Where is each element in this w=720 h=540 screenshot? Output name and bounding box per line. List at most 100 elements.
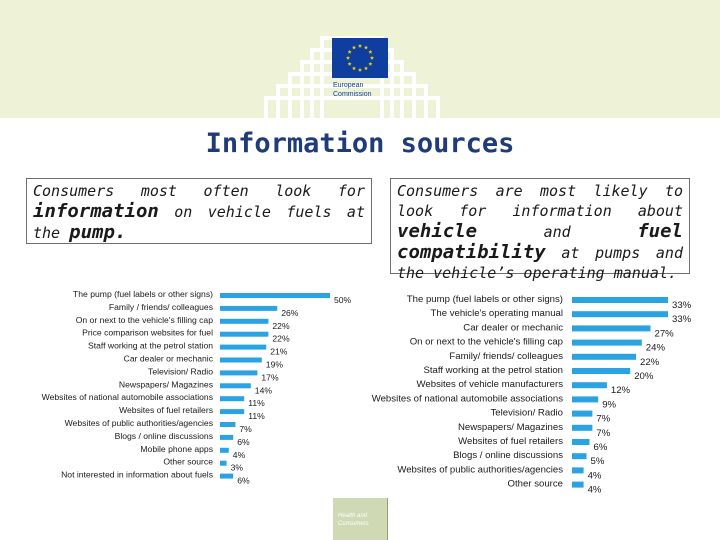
category-label: Staff working at the petrol station xyxy=(88,341,213,351)
logo-text-line-1: European xyxy=(333,82,364,89)
caption-right-bold-1: vehicle xyxy=(397,220,478,242)
caption-left-text-2: on vehicle fuels at the xyxy=(33,203,365,242)
category-label: Car dealer or mechanic xyxy=(463,322,563,333)
bar xyxy=(572,439,590,445)
value-label: 11% xyxy=(248,398,265,408)
category-label: Mobile phone apps xyxy=(140,444,213,454)
value-label: 7% xyxy=(596,428,610,439)
bar xyxy=(572,453,587,460)
bar xyxy=(572,481,584,488)
eu-star xyxy=(363,45,369,50)
eu-star xyxy=(351,66,357,71)
bar xyxy=(220,293,330,298)
category-label: Not interested in information about fuel… xyxy=(61,470,213,480)
bar xyxy=(220,305,278,311)
bar xyxy=(220,370,258,376)
value-label: 12% xyxy=(611,385,631,396)
bar xyxy=(220,422,236,427)
bar xyxy=(220,396,245,402)
bar xyxy=(220,434,234,440)
value-label: 11% xyxy=(248,411,265,421)
caption-right-text-1: Consumers are most likely to look for in… xyxy=(397,182,683,220)
value-label: 22% xyxy=(272,334,290,344)
value-label: 6% xyxy=(237,437,250,447)
value-label: 24% xyxy=(646,343,666,354)
eu-star xyxy=(347,49,352,54)
category-label: Other source xyxy=(508,479,563,490)
category-label: On or next to the vehicle's filling cap xyxy=(76,315,214,325)
eu-star xyxy=(347,61,352,66)
caption-left-bold: information xyxy=(33,200,159,222)
value-label: 22% xyxy=(272,321,290,331)
footer-divider xyxy=(387,498,388,540)
category-label: Websites of fuel retailers xyxy=(458,436,563,447)
value-label: 9% xyxy=(602,399,616,410)
bar xyxy=(220,331,269,337)
eu-star xyxy=(368,61,373,66)
header-band: European Commission xyxy=(0,0,720,118)
footer-text: Health and Consumers xyxy=(338,512,369,528)
value-label: 17% xyxy=(261,372,279,382)
value-label: 6% xyxy=(237,476,250,486)
value-label: 27% xyxy=(655,328,675,339)
value-label: 33% xyxy=(672,300,692,311)
category-label: Blogs / online discussions xyxy=(453,450,563,461)
value-label: 7% xyxy=(596,414,610,425)
bar xyxy=(572,353,636,360)
bar xyxy=(572,339,642,346)
caption-right-text-2: at pumps and the vehicle’s operating man… xyxy=(397,244,683,282)
value-label: 7% xyxy=(239,424,252,434)
bar xyxy=(572,424,593,431)
category-label: Car dealer or mechanic xyxy=(124,354,214,364)
category-label: Websites of public authorities/agencies xyxy=(65,418,213,428)
category-label: Newspapers/ Magazines xyxy=(119,379,213,389)
category-label: Price comparison websites for fuel xyxy=(82,328,213,338)
bar xyxy=(572,467,584,474)
bar xyxy=(220,409,245,415)
category-label: Websites of vehicle manufacturers xyxy=(417,379,564,390)
value-label: 4% xyxy=(233,450,246,460)
value-label: 21% xyxy=(270,347,288,357)
eu-star xyxy=(368,49,373,54)
eu-flag-icon xyxy=(332,38,388,78)
category-label: The pump (fuel labels or other signs) xyxy=(73,289,213,299)
page-title: Information sources xyxy=(205,128,515,159)
bar xyxy=(572,297,668,303)
eu-star xyxy=(357,43,363,48)
value-label: 20% xyxy=(634,371,654,382)
bar xyxy=(220,318,269,324)
category-label: Websites of public authorities/agencies xyxy=(397,464,563,475)
bar xyxy=(572,382,607,389)
bar xyxy=(572,410,593,417)
caption-left-text-1: Consumers most often look for xyxy=(33,182,365,200)
european-commission-logo: European Commission xyxy=(332,38,388,112)
category-label: Television/ Radio xyxy=(148,366,213,376)
caption-right-text-mid: and xyxy=(477,223,638,241)
caption-left: Consumers most often look for informatio… xyxy=(26,178,372,244)
value-label: 6% xyxy=(594,442,608,453)
category-label: Family / friends/ colleagues xyxy=(109,302,213,312)
category-label: Websites of national automobile associat… xyxy=(372,393,563,404)
caption-right-bold-2: fuel compatibility xyxy=(397,220,683,263)
bar xyxy=(572,325,651,332)
bar xyxy=(572,311,668,318)
bar xyxy=(220,383,251,389)
logo-text-line-2: Commission xyxy=(333,91,372,98)
category-label: Staff working at the petrol station xyxy=(423,365,563,376)
value-label: 4% xyxy=(588,470,602,481)
value-label: 19% xyxy=(266,360,284,370)
category-label: Television/ Radio xyxy=(490,408,563,419)
footer-text-line-2: Consumers xyxy=(338,521,369,527)
caption-right: Consumers are most likely to look for in… xyxy=(390,178,690,282)
category-label: The vehicle's operating manual xyxy=(431,308,564,319)
category-label: Newspapers/ Magazines xyxy=(458,422,563,433)
bar xyxy=(220,344,267,350)
footer-logo-box: Health and Consumers xyxy=(333,498,387,540)
logo-text: European Commission xyxy=(333,81,372,99)
category-label: The pump (fuel labels or other signs) xyxy=(407,294,563,305)
category-label: Websites of national automobile associat… xyxy=(42,392,213,402)
eu-star xyxy=(357,67,363,72)
bar xyxy=(572,396,599,403)
value-label: 14% xyxy=(255,385,273,395)
eu-star xyxy=(351,45,357,50)
